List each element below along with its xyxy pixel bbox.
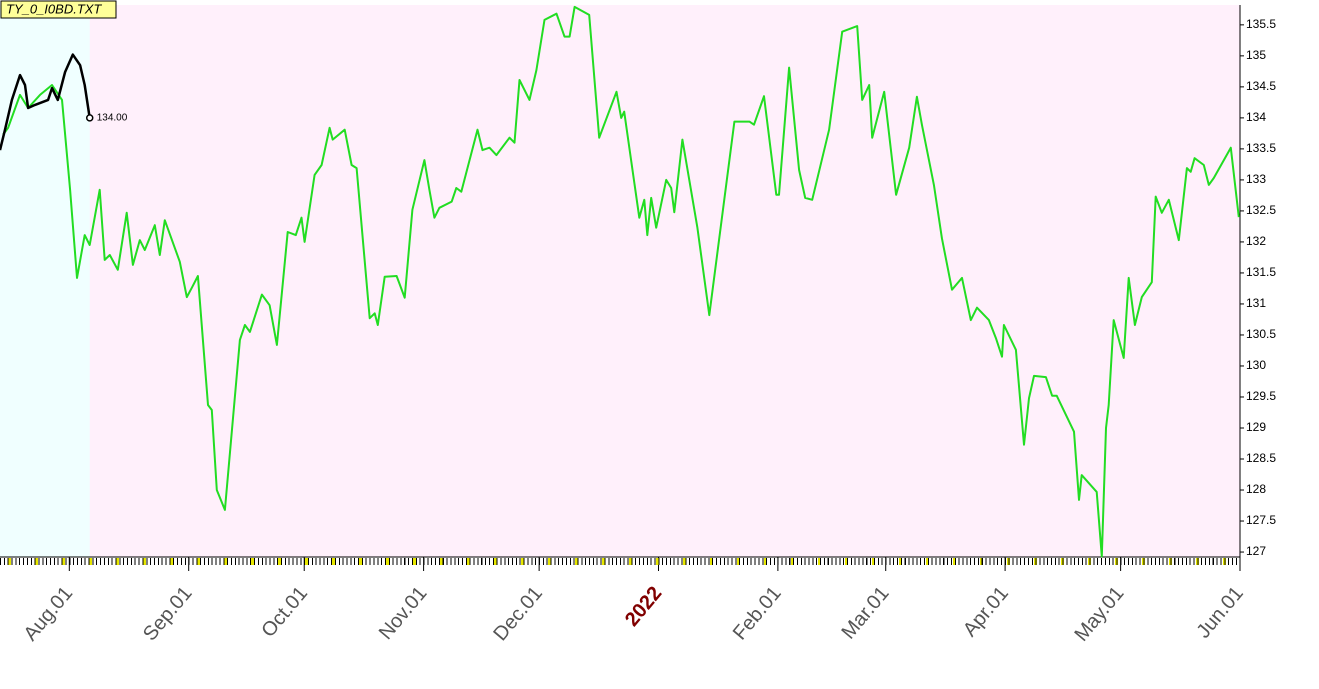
y-tick-label: 130 <box>1246 358 1266 372</box>
y-tick-label: 131.5 <box>1246 265 1276 279</box>
y-tick-label: 135.5 <box>1246 17 1276 31</box>
series-line <box>2 5 1240 558</box>
chart-title: TY_0_I0BD.TXT <box>6 1 102 16</box>
y-tick-label: 128 <box>1246 482 1266 496</box>
y-tick-label: 133.5 <box>1246 141 1276 155</box>
y-tick-label: 130.5 <box>1246 327 1276 341</box>
title-box <box>0 0 117 19</box>
y-tick-label: 128.5 <box>1246 451 1276 465</box>
y-tick-label: 131 <box>1246 296 1266 310</box>
end-label: 134.00 <box>97 113 128 124</box>
y-tick-label: 127 <box>1246 544 1266 558</box>
x-tick-label: Apr.01 <box>959 582 1013 640</box>
y-tick-label: 132.5 <box>1246 203 1276 217</box>
y-tick-label: 133 <box>1246 172 1266 186</box>
x-tick-label: Mar.01 <box>837 582 893 643</box>
y-tick-label: 134 <box>1246 110 1266 124</box>
minor-ticks <box>0 558 1240 565</box>
x-tick-label: May.01 <box>1070 582 1128 645</box>
y-tick-label: 134.5 <box>1246 79 1276 93</box>
x-tick-label: Nov.01 <box>375 582 432 644</box>
y-tick-label: 135 <box>1246 48 1266 62</box>
plot-background <box>0 5 1240 557</box>
x-tick-label: 2022 <box>621 582 666 630</box>
x-tick-label: Dec.01 <box>489 582 547 645</box>
y-tick-label: 129.5 <box>1246 389 1276 403</box>
x-tick-label: Oct.01 <box>257 582 312 641</box>
y-tick-label: 127.5 <box>1246 513 1276 527</box>
x-tick-label: Feb.01 <box>729 582 786 644</box>
y-tick-label: 129 <box>1246 420 1266 434</box>
history-background <box>0 5 90 557</box>
x-tick-label: Sep.01 <box>139 582 197 645</box>
series-line <box>0 53 91 151</box>
end-point <box>85 114 94 122</box>
x-tick-label: Jun.01 <box>1192 582 1247 642</box>
y-tick-label: 132 <box>1246 234 1266 248</box>
x-tick-label: Aug.01 <box>20 582 78 645</box>
